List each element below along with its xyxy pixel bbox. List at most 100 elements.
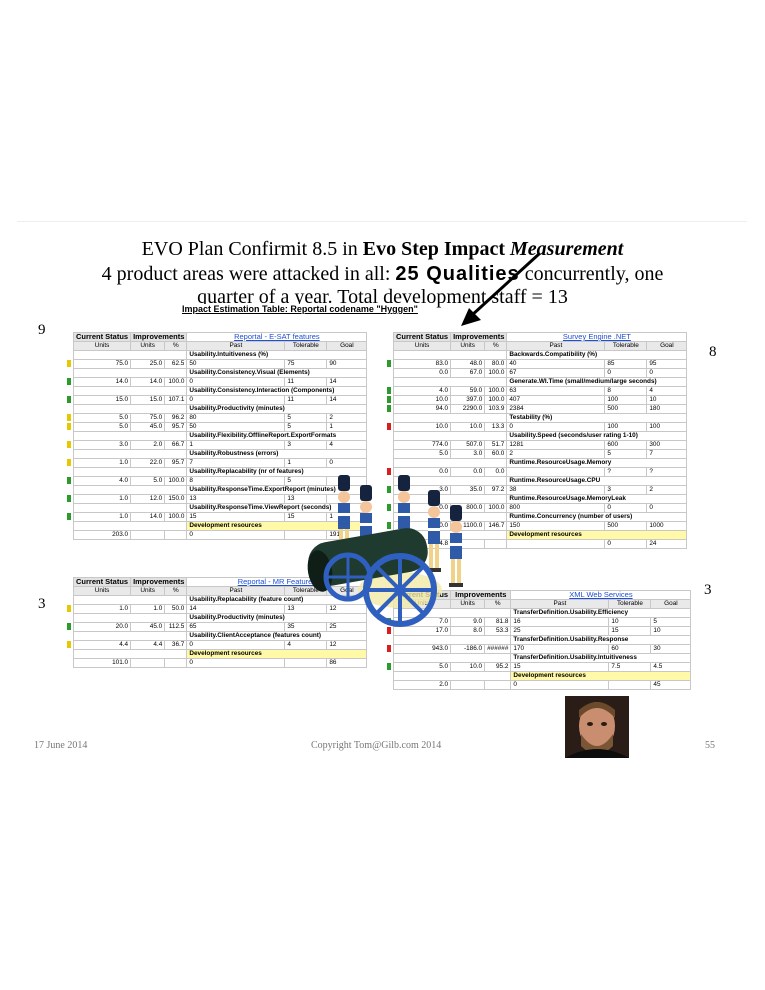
improvement-percent-value: 62.5 bbox=[164, 359, 188, 369]
past-value: 8 bbox=[186, 476, 286, 486]
table-row: 17.0 8.0 53.3 25 15 10 bbox=[392, 626, 692, 636]
current-status-value: 0.0 bbox=[392, 368, 452, 378]
footer-date: 17 June 2014 bbox=[34, 740, 88, 751]
subheader-units: Units bbox=[450, 341, 486, 351]
improvement-units-value: 10.0 bbox=[450, 422, 486, 432]
goal-value: 2 bbox=[326, 413, 368, 423]
quality-name: Runtime.Concurrency (number of users) bbox=[506, 512, 688, 522]
goal-value: 180 bbox=[646, 404, 688, 414]
table-row: TransferDefinition.Usability.Intuitivene… bbox=[392, 653, 692, 663]
past-value: 13 bbox=[186, 494, 286, 504]
quality-name: Usability.Speed (seconds/user rating 1-1… bbox=[506, 431, 688, 441]
current-status-value: 10.0 bbox=[392, 422, 452, 432]
past-value: 1 bbox=[186, 440, 286, 450]
table-name-link[interactable]: Survey Engine .NET bbox=[506, 332, 688, 342]
subheader-units: Units bbox=[392, 341, 452, 351]
improvement-percent-value: 100.0 bbox=[164, 512, 188, 522]
goal-value: 86 bbox=[326, 658, 368, 668]
status-marker bbox=[67, 396, 71, 403]
quality-name: Runtime.ResourceUsage.Memory bbox=[506, 458, 688, 468]
empty-cell bbox=[72, 467, 188, 477]
tolerable-value: 0 bbox=[604, 368, 648, 378]
past-value: 170 bbox=[510, 644, 610, 654]
improvement-units-value: 507.0 bbox=[450, 440, 486, 450]
tolerable-value: 11 bbox=[284, 377, 328, 387]
quality-name: Backwards.Compatibility (%) bbox=[506, 350, 688, 360]
tolerable-value bbox=[608, 680, 652, 690]
table-row: 2.0 0 45 bbox=[392, 680, 692, 690]
subheader-past: Past bbox=[510, 599, 610, 609]
tolerable-value: 0 bbox=[604, 539, 648, 549]
subheader-goal: Goal bbox=[646, 341, 688, 351]
status-marker bbox=[67, 495, 71, 502]
past-value: 14 bbox=[186, 604, 286, 614]
side-number-top-left: 9 bbox=[38, 322, 46, 338]
past-value: 38 bbox=[506, 485, 606, 495]
subheader-past: Past bbox=[186, 341, 286, 351]
current-status-value: 203.0 bbox=[72, 530, 132, 540]
past-value: 40 bbox=[506, 359, 606, 369]
empty-cell bbox=[72, 386, 188, 396]
tolerable-value: 500 bbox=[604, 521, 648, 531]
table-row: 774.0 507.0 51.7 1281 600 300 bbox=[392, 440, 688, 450]
current-status-value: 75.0 bbox=[72, 359, 132, 369]
header-improvements: Improvements bbox=[450, 332, 508, 342]
goal-value: 10 bbox=[650, 626, 692, 636]
table-name-link[interactable]: XML Web Services bbox=[510, 590, 692, 600]
goal-value: 0 bbox=[646, 368, 688, 378]
current-status-value: 5.0 bbox=[392, 449, 452, 459]
status-marker bbox=[387, 405, 391, 412]
table-row: 943.0 -186.0 ###### 170 60 30 bbox=[392, 644, 692, 654]
table-row: Usability.Consistency.Visual (Elements) bbox=[72, 368, 368, 378]
cannon-figure bbox=[307, 528, 437, 627]
status-marker bbox=[387, 663, 391, 670]
status-marker bbox=[387, 504, 391, 511]
empty-cell bbox=[392, 350, 508, 360]
past-value bbox=[506, 539, 606, 549]
current-status-value: 94.0 bbox=[392, 404, 452, 414]
quality-name: TransferDefinition.Usability.Efficiency bbox=[510, 608, 692, 618]
quality-name: Usability.Flexibility.OfflineReport.Expo… bbox=[186, 431, 368, 441]
table-row: 83.0 48.0 80.0 40 85 95 bbox=[392, 359, 688, 369]
title-text-e: concurrently, one bbox=[519, 263, 664, 285]
tolerable-value: 60 bbox=[608, 644, 652, 654]
past-value: 0 bbox=[186, 640, 286, 650]
table-row: Usability.Robustness (errors) bbox=[72, 449, 368, 459]
title-text-d: 4 product areas were attacked in all: bbox=[101, 263, 396, 285]
quality-name: Usability.Productivity (minutes) bbox=[186, 404, 368, 414]
quality-name: Runtime.ResourceUsage.MemoryLeak bbox=[506, 494, 688, 504]
improvement-units-value: 45.0 bbox=[130, 422, 166, 432]
current-status-value: 943.0 bbox=[392, 644, 452, 654]
status-marker bbox=[67, 414, 71, 421]
table-row: 0.0 0.0 0.0?? bbox=[392, 467, 688, 477]
table-title: Impact Estimation Table: Reportal codena… bbox=[182, 304, 418, 314]
status-marker bbox=[67, 459, 71, 466]
improvement-percent-value: 50.0 bbox=[164, 604, 188, 614]
tolerable-value: ? bbox=[604, 467, 648, 477]
tolerable-value: 10 bbox=[608, 617, 652, 627]
tolerable-value: 4 bbox=[284, 640, 328, 650]
current-status-value: 101.0 bbox=[72, 658, 132, 668]
improvement-percent-value bbox=[164, 658, 188, 668]
goal-value: ? bbox=[646, 467, 688, 477]
empty-cell bbox=[392, 413, 508, 423]
current-status-value: 14.0 bbox=[72, 377, 132, 387]
improvement-units-value: 3.0 bbox=[450, 449, 486, 459]
table-row: 0.0 800.0 100.0 800 0 0 bbox=[392, 503, 688, 513]
improvement-percent-value: 96.2 bbox=[164, 413, 188, 423]
quality-name: Usability.Consistency.Interaction (Compo… bbox=[186, 386, 368, 396]
past-value: 63 bbox=[506, 386, 606, 396]
past-value bbox=[506, 467, 606, 477]
goal-value: 24 bbox=[646, 539, 688, 549]
table-name-link[interactable]: Reportal - E-SAT features bbox=[186, 332, 368, 342]
subheader-units: Units bbox=[130, 341, 166, 351]
tolerable-value: 500 bbox=[604, 404, 648, 414]
goal-value: 4.5 bbox=[650, 662, 692, 672]
current-status-value: 5.0 bbox=[392, 662, 452, 672]
status-marker bbox=[67, 360, 71, 367]
status-marker bbox=[67, 641, 71, 648]
tolerable-value: 8 bbox=[604, 386, 648, 396]
current-status-value: 4.0 bbox=[72, 476, 132, 486]
tolerable-value: 100 bbox=[604, 422, 648, 432]
goal-value: 4 bbox=[326, 440, 368, 450]
